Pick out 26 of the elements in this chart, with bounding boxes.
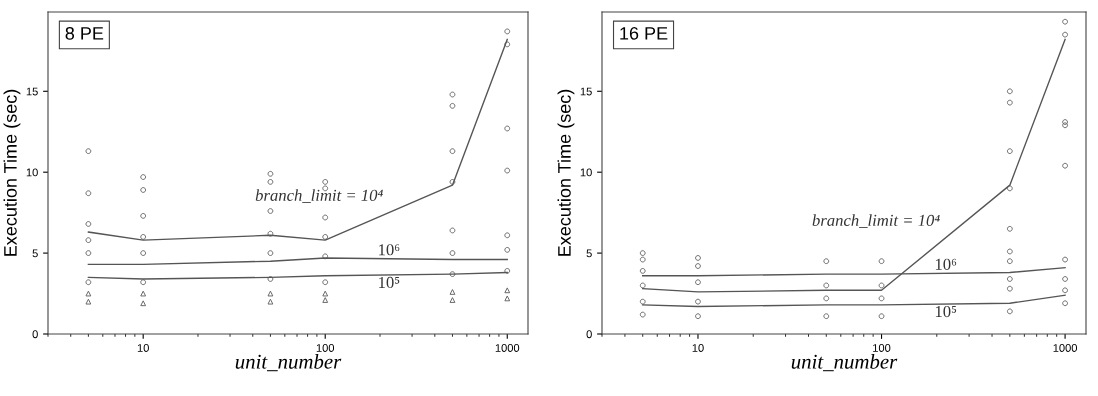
y-tick-label: 15	[580, 87, 592, 96]
x-axis-title: unit_number	[235, 354, 342, 372]
series-label: 10⁶	[935, 258, 957, 270]
y-tick-label: 10	[580, 168, 592, 177]
text: 8 PE	[65, 26, 104, 40]
x-axis-title: unit_number	[791, 354, 898, 372]
y-tick-label: 5	[586, 249, 592, 258]
x-tick-label: 10	[137, 344, 149, 352]
y-tick-label: 0	[32, 330, 38, 339]
y-tick-label: 0	[586, 330, 592, 339]
text: 16 PE	[620, 26, 668, 40]
series-label: branch_limit = 10⁴	[255, 189, 384, 203]
x-tick-label: 10	[692, 344, 704, 352]
x-tick-label: 1000	[495, 344, 520, 352]
series-label: 10⁵	[935, 305, 957, 318]
x-tick-label: 1000	[1053, 344, 1078, 352]
series-label: 10⁶	[379, 244, 400, 256]
series-label: branch_limit = 10⁴	[812, 214, 940, 228]
y-axis-title: Execution Time (sec)	[3, 89, 21, 256]
y-tick-label: 5	[32, 249, 38, 258]
x-tick-label: 100	[316, 344, 335, 352]
y-axis-title: Execution Time (sec)	[557, 89, 575, 256]
series-label: 10⁵	[379, 276, 400, 289]
y-tick-label: 10	[26, 168, 38, 177]
x-tick-label: 100	[873, 344, 891, 352]
y-tick-label: 15	[26, 87, 38, 96]
